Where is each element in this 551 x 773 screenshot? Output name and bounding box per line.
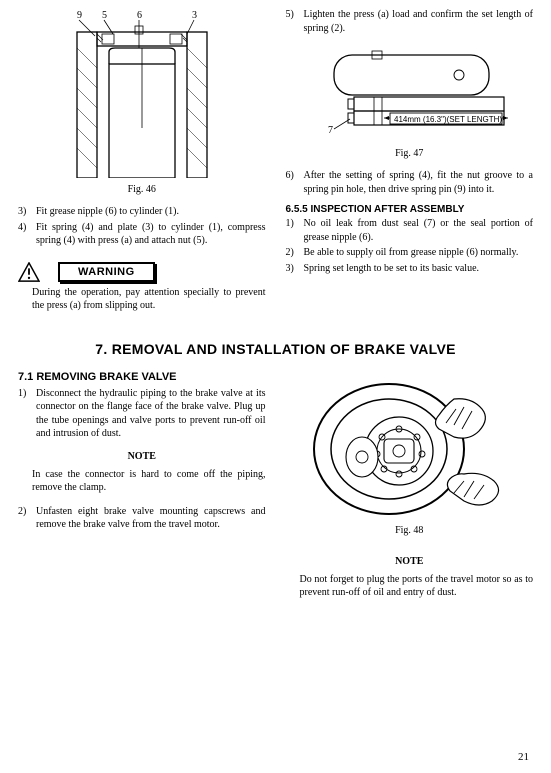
- top-right-col: 5) Lighten the press (a) load and confir…: [286, 8, 534, 313]
- item-6: 6) After the setting of spring (4), fit …: [286, 169, 534, 196]
- svg-text:6: 6: [137, 10, 142, 21]
- fig-47-svg: 7 414mm (16.3")(SET LENGTH): [304, 47, 514, 142]
- warning-row: WARNING: [18, 262, 266, 282]
- warning-box: WARNING: [58, 262, 155, 282]
- item-4: 4) Fit spring (4) and plate (3) to cylin…: [18, 221, 266, 248]
- warning-triangle-icon: [18, 262, 40, 282]
- sec7-item-2: 2) Unfasten eight brake valve mounting c…: [18, 505, 266, 532]
- fig-47: 7 414mm (16.3")(SET LENGTH) Fig. 47: [286, 47, 534, 169]
- svg-text:9: 9: [77, 10, 82, 21]
- top-region: 9 5 6 3: [18, 8, 533, 313]
- heading-655: 6.5.5 INSPECTION AFTER ASSEMBLY: [286, 204, 534, 215]
- warning-text: During the operation, pay attention spec…: [18, 286, 266, 313]
- note-label-2: NOTE: [286, 556, 534, 567]
- svg-text:5: 5: [102, 10, 107, 21]
- sec7-item2-wrap: 2) Unfasten eight brake valve mounting c…: [18, 505, 266, 532]
- sec7-right-col: Fig. 48 NOTE Do not forget to plug the p…: [286, 371, 534, 600]
- fig-48: Fig. 48: [286, 379, 534, 546]
- heading-71: 7.1 REMOVING BRAKE VALVE: [18, 371, 266, 383]
- page-number: 21: [518, 751, 529, 763]
- sec7-left-body: 1) Disconnect the hydraulic piping to th…: [18, 387, 266, 441]
- item-5-wrap: 5) Lighten the press (a) load and confir…: [286, 8, 534, 35]
- sec7-left-col: 7.1 REMOVING BRAKE VALVE 1) Disconnect t…: [18, 371, 266, 600]
- svg-text:414mm (16.3")(SET LENGTH): 414mm (16.3")(SET LENGTH): [394, 115, 502, 124]
- note-2: Do not forget to plug the ports of the t…: [286, 573, 534, 600]
- insp-2: 2) Be able to supply oil from grease nip…: [286, 246, 534, 260]
- insp-1: 1) No oil leak from dust seal (7) or the…: [286, 217, 534, 244]
- section-7-heading: 7. REMOVAL AND INSTALLATION OF BRAKE VAL…: [18, 341, 533, 357]
- inspection-list: 1) No oil leak from dust seal (7) or the…: [286, 217, 534, 275]
- fig-46-svg: 9 5 6 3: [47, 8, 237, 178]
- fig-47-caption: Fig. 47: [395, 148, 423, 159]
- item-6-wrap: 6) After the setting of spring (4), fit …: [286, 169, 534, 196]
- fig-46: 9 5 6 3: [18, 8, 266, 205]
- fig-48-caption: Fig. 48: [395, 525, 423, 536]
- fig-48-svg: [304, 379, 514, 519]
- insp-3: 3) Spring set length to be set to its ba…: [286, 262, 534, 276]
- sec7-item-1: 1) Disconnect the hydraulic piping to th…: [18, 387, 266, 441]
- left-list: 3) Fit grease nipple (6) to cylinder (1)…: [18, 205, 266, 248]
- top-left-col: 9 5 6 3: [18, 8, 266, 313]
- svg-text:3: 3: [192, 10, 197, 21]
- item-3: 3) Fit grease nipple (6) to cylinder (1)…: [18, 205, 266, 219]
- section-7-region: 7.1 REMOVING BRAKE VALVE 1) Disconnect t…: [18, 371, 533, 600]
- note-label-1: NOTE: [18, 451, 266, 462]
- svg-text:7: 7: [328, 125, 333, 136]
- item-5: 5) Lighten the press (a) load and confir…: [286, 8, 534, 35]
- fig-46-caption: Fig. 46: [128, 184, 156, 195]
- note-1: In case the connector is hard to come of…: [18, 468, 266, 495]
